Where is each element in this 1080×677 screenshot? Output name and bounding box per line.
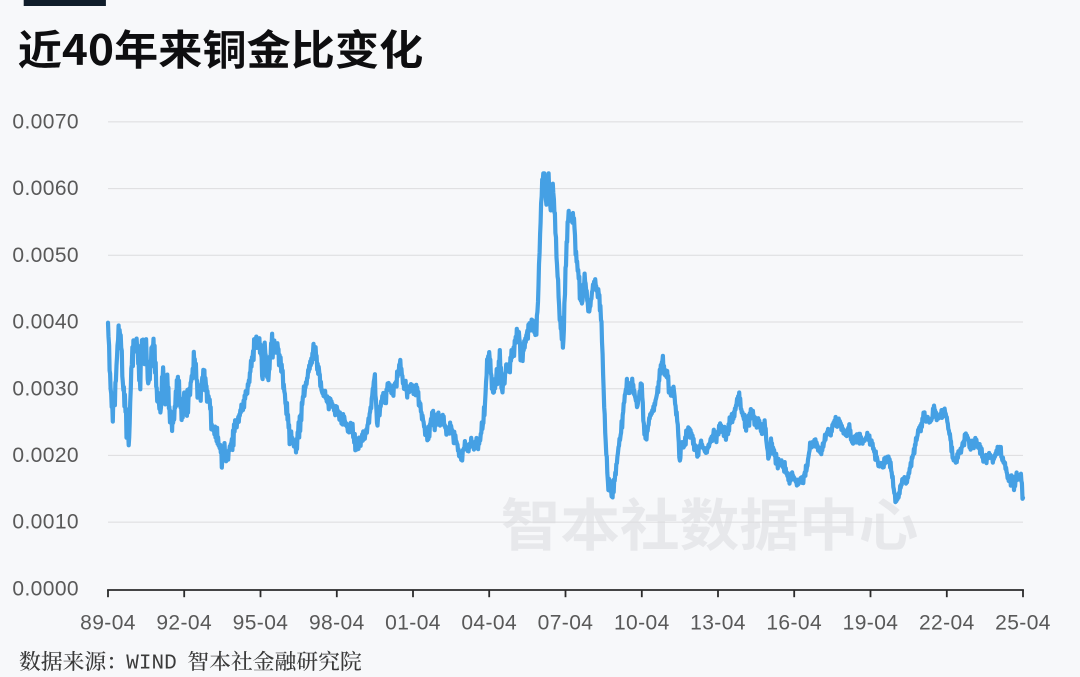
svg-text:04-04: 04-04 [461, 612, 517, 635]
svg-text:01-04: 01-04 [385, 612, 441, 635]
svg-text:92-04: 92-04 [156, 612, 212, 635]
svg-text:0.0060: 0.0060 [12, 177, 79, 200]
svg-text:0.0030: 0.0030 [12, 377, 79, 400]
svg-text:0.0040: 0.0040 [12, 311, 79, 334]
svg-text:22-04: 22-04 [919, 612, 975, 635]
svg-text:0.0050: 0.0050 [12, 244, 79, 267]
svg-text:25-04: 25-04 [995, 612, 1051, 635]
svg-text:0.0070: 0.0070 [12, 111, 79, 134]
svg-text:13-04: 13-04 [690, 612, 746, 635]
svg-text:89-04: 89-04 [80, 612, 136, 635]
svg-text:95-04: 95-04 [233, 612, 289, 635]
svg-text:0.0020: 0.0020 [12, 444, 79, 467]
svg-text:WIND: WIND [126, 653, 176, 676]
svg-text:0.0010: 0.0010 [12, 511, 79, 534]
svg-text:07-04: 07-04 [538, 612, 594, 635]
svg-text:16-04: 16-04 [766, 612, 822, 635]
svg-text:19-04: 19-04 [843, 612, 899, 635]
svg-text:0.0000: 0.0000 [12, 577, 79, 600]
svg-text:10-04: 10-04 [614, 612, 670, 635]
svg-text:98-04: 98-04 [309, 612, 365, 635]
